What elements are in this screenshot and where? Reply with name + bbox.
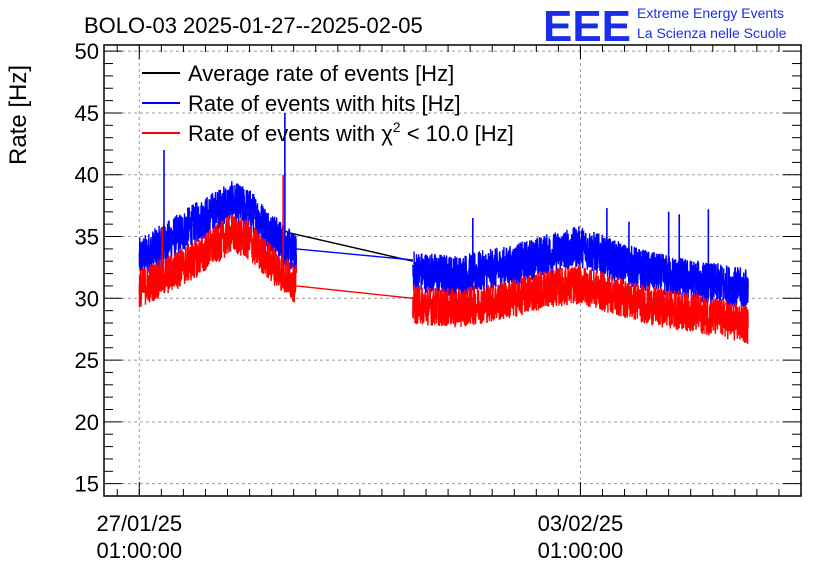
y-tick-label: 40 — [75, 163, 99, 188]
y-tick-label: 45 — [75, 101, 99, 126]
y-tick-label: 50 — [75, 39, 99, 64]
legend-label-average: Average rate of events [Hz] — [188, 61, 454, 86]
chart-title: BOLO-03 2025-01-27--2025-02-05 — [84, 13, 423, 38]
legend-label-chi2: Rate of events with χ2 < 10.0 [Hz] — [188, 119, 514, 146]
series-2 — [138, 174, 749, 345]
x-tick-label-time: 01:00:00 — [96, 538, 182, 563]
logo-letters: EEE — [543, 2, 631, 51]
plot-frame — [103, 44, 802, 497]
y-tick-label: 30 — [75, 286, 99, 311]
eee-logo: EEE Extreme Energy Events La Scienza nel… — [543, 2, 787, 51]
y-tick-label: 35 — [75, 225, 99, 250]
legend-label-hits: Rate of events with hits [Hz] — [188, 91, 461, 116]
y-tick-label: 15 — [75, 472, 99, 497]
plot-area — [138, 112, 749, 345]
x-tick-label-date: 27/01/25 — [96, 511, 182, 536]
x-tick-label-date: 03/02/25 — [538, 511, 624, 536]
series-2-segment — [412, 265, 749, 345]
axes — [103, 44, 802, 497]
legend: Average rate of events [Hz] Rate of even… — [142, 61, 514, 146]
series-2-segment — [296, 285, 413, 299]
logo-line2: La Scienza nelle Scuole — [637, 25, 787, 41]
series-1-segment — [296, 248, 413, 261]
y-tick-label: 20 — [75, 410, 99, 435]
logo-line1: Extreme Energy Events — [637, 5, 784, 21]
y-tick-label: 25 — [75, 348, 99, 373]
x-tick-label-time: 01:00:00 — [538, 538, 624, 563]
series-1-segment — [412, 226, 749, 308]
y-axis-label: Rate [Hz] — [5, 65, 32, 165]
series-0-segment — [289, 232, 413, 262]
y-tick-labels: 15 20 25 30 35 40 45 50 — [75, 39, 99, 496]
series-2-segment — [138, 214, 297, 308]
